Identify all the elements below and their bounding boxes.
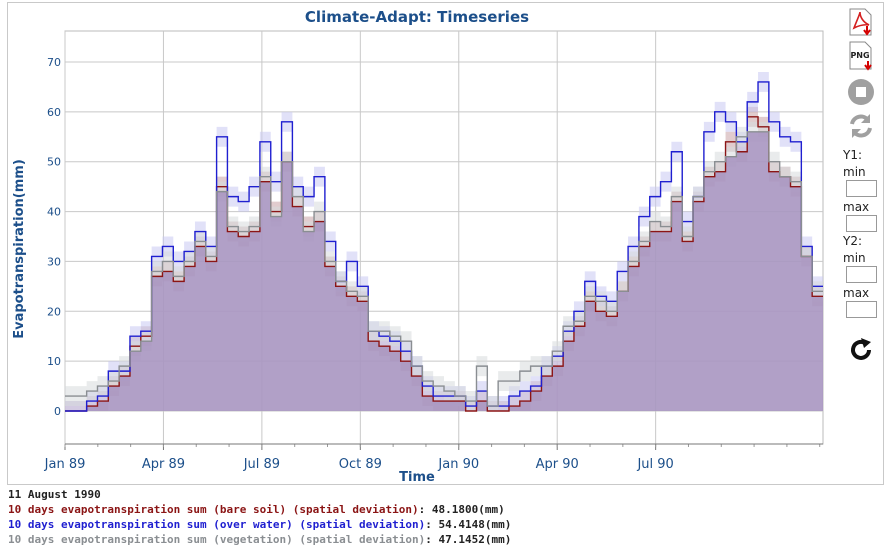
y1-min-input[interactable]: [846, 180, 877, 197]
axis-layer: 0 10 20 30 40 50 60 70 Jan 89 Apr 89 Jul 89 Oct 89 J…: [44, 56, 823, 472]
x-tick-label: Apr 89: [142, 457, 185, 472]
info-row-bare-soil: 10 days evapotranspiration sum (bare soi…: [8, 503, 505, 516]
y2-max-input[interactable]: [846, 301, 877, 318]
reload-icon[interactable]: [846, 335, 876, 365]
y-tick-label: 50: [47, 156, 61, 169]
y-tick-label: 70: [47, 56, 61, 69]
y-tick-label: 20: [47, 305, 61, 318]
series-line-2: [65, 131, 823, 407]
info-value: 48.1800(mm): [431, 503, 505, 516]
info-panel: 11 August 1990 10 days evapotranspiratio…: [8, 487, 511, 547]
y-tick-label: 60: [47, 106, 61, 119]
info-date: 11 August 1990: [8, 488, 101, 501]
y-axis-label: Evapotranspiration(mm): [12, 159, 27, 339]
x-tick-label: Jul 90: [636, 457, 673, 472]
y-tick-label: 0: [54, 405, 61, 418]
x-tick-label: Jul 89: [243, 457, 280, 472]
x-tick-label: Oct 89: [339, 457, 382, 472]
info-row-over-water: 10 days evapotranspiration sum (over wat…: [8, 518, 512, 531]
y2-min-label: min: [843, 251, 866, 265]
y2-label: Y2:: [843, 234, 863, 248]
area-fill-path: [65, 131, 823, 412]
x-tick-label: Jan 90: [437, 457, 479, 472]
x-tick-label: Jan 89: [44, 457, 86, 472]
y-tick-label: 40: [47, 206, 61, 219]
pdf-download-icon[interactable]: [846, 7, 876, 37]
y1-min-label: min: [843, 165, 866, 179]
png-label: PNG: [850, 51, 869, 60]
y2-min-input[interactable]: [846, 266, 877, 283]
refresh-icon[interactable]: [846, 111, 876, 141]
info-value: 47.1452(mm): [438, 533, 512, 546]
x-axis-label: Time: [399, 470, 435, 485]
x-tick-label: Apr 90: [536, 457, 579, 472]
info-label: 10 days evapotranspiration sum (over wat…: [8, 518, 426, 531]
info-row-vegetation: 10 days evapotranspiration sum (vegetati…: [8, 533, 512, 546]
y1-max-label: max: [843, 200, 870, 214]
info-label: 10 days evapotranspiration sum (bare soi…: [8, 503, 419, 516]
info-label: 10 days evapotranspiration sum (vegetati…: [8, 533, 426, 546]
area-fill: [65, 131, 823, 412]
chart-title: Climate-Adapt: Timeseries: [305, 8, 529, 26]
y2-max-label: max: [843, 286, 870, 300]
info-value: 54.4148(mm): [438, 518, 512, 531]
y-tick-label: 10: [47, 355, 61, 368]
y-tick-label: 30: [47, 255, 61, 268]
png-download-icon[interactable]: PNG: [846, 41, 876, 71]
chart-frame: Climate-Adapt: Timeseries 0 10 20 30 40 50 60 7…: [7, 2, 884, 485]
y1-max-input[interactable]: [846, 215, 877, 232]
timeseries-chart: Climate-Adapt: Timeseries 0 10 20 30 40 50 60 7…: [12, 8, 824, 485]
stop-icon[interactable]: [846, 77, 876, 107]
series-lines: [65, 81, 823, 412]
y1-label: Y1:: [843, 148, 863, 162]
